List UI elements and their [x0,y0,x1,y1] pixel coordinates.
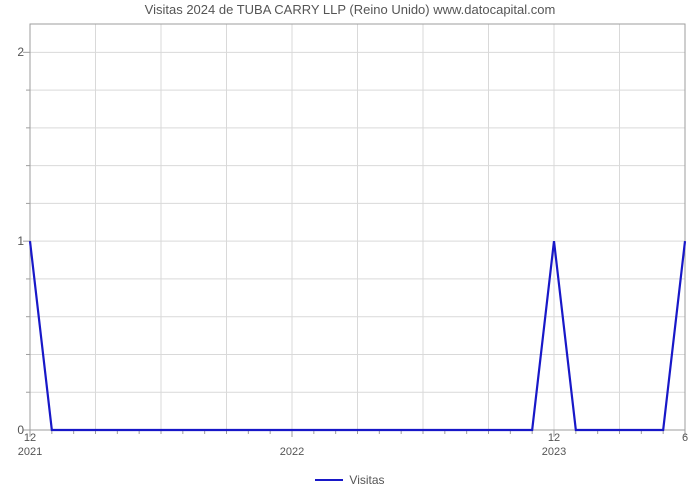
xtick-month-label: 12 [24,430,36,444]
legend-item-visitas: Visitas [315,473,384,487]
chart-container: { "chart": { "type": "line", "title": "V… [0,0,700,500]
plot-area: 01212202120221220236 [30,24,685,430]
ytick-label: 2 [17,45,30,59]
xtick-month-label: 6 [682,430,688,444]
chart-title: Visitas 2024 de TUBA CARRY LLP (Reino Un… [0,2,700,17]
xtick-month-label: 12 [548,430,560,444]
xtick-year-label: 2021 [18,444,42,458]
legend-line [315,479,343,481]
xtick-year-label: 2022 [280,444,304,458]
xtick-year-label: 2023 [542,444,566,458]
ytick-label: 1 [17,234,30,248]
legend: Visitas [0,470,700,487]
legend-label: Visitas [349,473,384,487]
plot-svg [30,24,685,430]
